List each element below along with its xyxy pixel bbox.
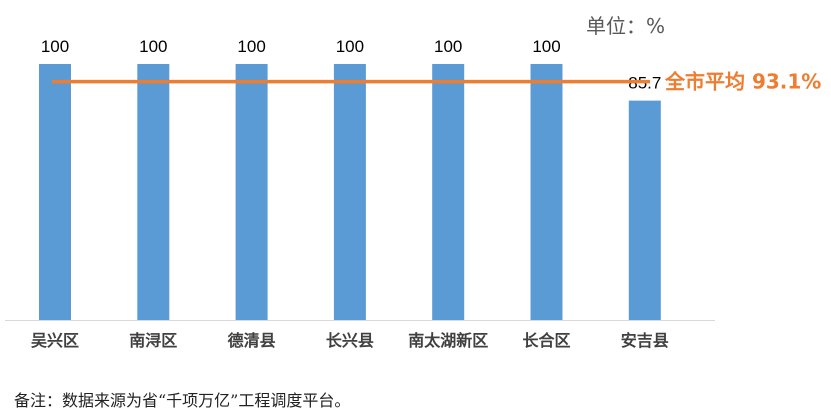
- bar: [530, 64, 563, 320]
- bar: [137, 64, 170, 320]
- bar: [628, 100, 661, 320]
- average-label: 全市平均 93.1%: [664, 70, 821, 94]
- bar: [432, 64, 465, 320]
- x-tick-label: 吴兴区: [31, 331, 79, 350]
- x-tick-label: 安吉县: [621, 331, 669, 350]
- x-tick-label: 南浔区: [129, 331, 177, 350]
- x-tick-label: 德清县: [228, 331, 276, 350]
- bar: [235, 64, 268, 320]
- x-tick-label: 南太湖新区: [408, 331, 488, 350]
- unit-label: 单位：%: [586, 14, 666, 38]
- bar: [39, 64, 71, 320]
- x-tick-label: 长合区: [522, 331, 570, 350]
- bar-value-label: 100: [139, 37, 167, 56]
- bar-chart: 100吴兴区100南浔区100德清县100长兴县100南太湖新区100长合区85…: [5, 37, 821, 350]
- x-tick-label: 长兴县: [326, 331, 374, 350]
- bar-value-label: 100: [532, 37, 560, 56]
- bar-value-label: 100: [237, 37, 265, 56]
- bar-value-label: 100: [434, 37, 462, 56]
- bar-value-label: 100: [336, 37, 364, 56]
- footnote: 备注：数据来源为省“千项万亿”工程调度平台。: [14, 391, 351, 410]
- bar-value-label: 100: [41, 37, 69, 56]
- bar: [333, 64, 366, 320]
